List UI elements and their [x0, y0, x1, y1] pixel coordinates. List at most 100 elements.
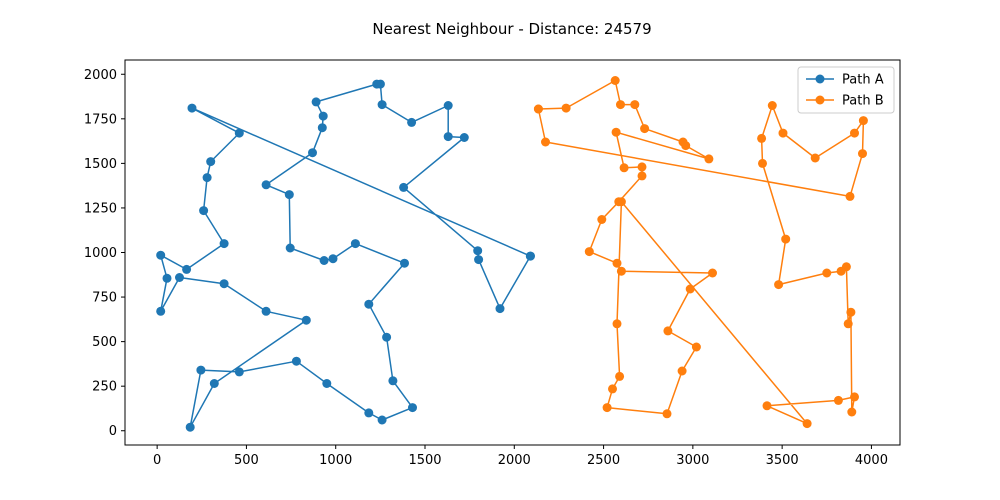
series-a-point-7: [443, 101, 453, 110]
series-b-point-7: [681, 141, 691, 151]
series-a-point-11: [372, 79, 382, 89]
x-tick-label-7: 3500: [766, 453, 799, 468]
series-b-point-1: [561, 103, 571, 113]
y-tick-label-4: 1000: [84, 246, 117, 261]
series-a-point-26: [408, 403, 417, 413]
legend-label-b: Path B: [842, 94, 884, 109]
series-a-point-12: [311, 97, 321, 107]
y-tick-label-7: 1750: [84, 112, 117, 127]
series-b-point-14: [597, 215, 607, 224]
x-axis: 0 500 1000 1500 2000 2500 3000 3500 4000: [153, 445, 888, 468]
series-b-point-42: [757, 133, 767, 143]
series-b-point-35: [843, 319, 853, 329]
series-a-point-15: [308, 148, 317, 158]
series-b-point-9: [611, 127, 621, 137]
series-a-point-46: [206, 157, 216, 167]
y-tick-label-1: 250: [92, 380, 117, 395]
series-a-point-44: [199, 206, 209, 216]
series-a-point-9: [377, 100, 387, 110]
series-b-point-38: [822, 268, 832, 278]
series-a-point-5: [459, 133, 469, 142]
series-a-point-19: [319, 256, 329, 265]
series-a-point-14: [317, 123, 327, 133]
x-tick-label-8: 4000: [855, 453, 888, 468]
x-tick-label-1: 500: [234, 453, 259, 468]
series-a-point-3: [473, 246, 483, 256]
series-a-point-20: [328, 254, 338, 264]
series-b-point-2: [610, 76, 620, 85]
series-b-point-51: [533, 104, 543, 114]
series-b-point-29: [802, 419, 812, 429]
series-b-point-40: [781, 234, 791, 244]
y-tick-label-3: 750: [92, 291, 117, 306]
series-a-point-22: [400, 258, 409, 268]
series-b-point-47: [858, 116, 868, 126]
series-b-point-23: [662, 409, 672, 419]
series-a-point-25: [388, 376, 398, 386]
series-b-point-16: [612, 258, 622, 268]
series-a-point-49: [525, 251, 535, 261]
series-a-point-32: [196, 365, 206, 375]
series-b-point-45: [810, 153, 820, 163]
series-b-point-27: [612, 319, 622, 329]
series-b-point-28: [616, 197, 626, 207]
series-a-point-43: [219, 239, 229, 249]
legend-marker-a: [815, 74, 825, 84]
series-b-point-8: [704, 154, 714, 164]
series-b-point-12: [637, 171, 647, 181]
x-tick-label-5: 2500: [587, 453, 620, 468]
series-a-point-39: [156, 306, 166, 316]
series-b-point-32: [850, 392, 859, 402]
series-b-point-41: [758, 158, 767, 168]
series-a-point-17: [284, 190, 294, 200]
series-a-point-23: [364, 299, 374, 309]
x-tick-label-0: 0: [153, 453, 161, 468]
series-a-point-8: [407, 117, 417, 127]
series-a-point-1: [495, 304, 505, 314]
series-a-point-16: [261, 180, 271, 190]
series-b-point-4: [630, 100, 640, 110]
series-a-point-29: [322, 379, 332, 388]
series-b-point-26: [615, 371, 625, 381]
series-b-point-39: [774, 280, 784, 290]
series-b-point-43: [767, 101, 777, 110]
series-b-point-11: [637, 162, 647, 172]
plot-area: [156, 76, 868, 432]
series-a-point-33: [185, 422, 195, 432]
series-a-point-42: [182, 264, 192, 274]
series-b-point-50: [541, 137, 550, 147]
legend-label-a: Path A: [842, 73, 884, 88]
series-a-point-2: [474, 255, 484, 265]
y-tick-label-0: 0: [109, 424, 117, 439]
series-b-point-31: [833, 395, 843, 405]
series-b-point-24: [602, 403, 612, 413]
series-a-point-18: [285, 243, 295, 253]
series-a-point-36: [261, 306, 271, 316]
y-axis: 0 250 500 750 1000 1250 1500 1750 2000: [84, 68, 125, 439]
series-a-point-4: [399, 182, 409, 192]
x-tick-label-6: 3000: [676, 453, 709, 468]
legend: Path A Path B: [797, 66, 895, 114]
series-b-point-33: [847, 407, 857, 417]
series-a-point-45: [202, 173, 212, 183]
series-b-point-3: [616, 100, 625, 110]
series-a-point-37: [219, 279, 229, 289]
x-tick-label-4: 2000: [498, 453, 531, 468]
series-a-point-30: [291, 356, 301, 366]
series-b-point-5: [640, 124, 650, 134]
series-b-point-10: [619, 163, 629, 173]
series-a-point-48: [187, 103, 197, 113]
chart-title: Nearest Neighbour - Distance: 24579: [372, 20, 651, 38]
series-b-point-34: [846, 307, 856, 317]
series-a-point-40: [162, 273, 172, 283]
series-a-point-6: [443, 132, 453, 142]
series-a-point-21: [350, 239, 360, 249]
series-b-point-22: [677, 366, 687, 376]
series-b-point-37: [836, 266, 846, 276]
x-tick-label-3: 1500: [408, 453, 441, 468]
legend-marker-b: [815, 95, 825, 105]
series-a-point-24: [382, 332, 392, 342]
series-b-point-19: [685, 284, 695, 294]
series-b-point-48: [858, 149, 867, 159]
